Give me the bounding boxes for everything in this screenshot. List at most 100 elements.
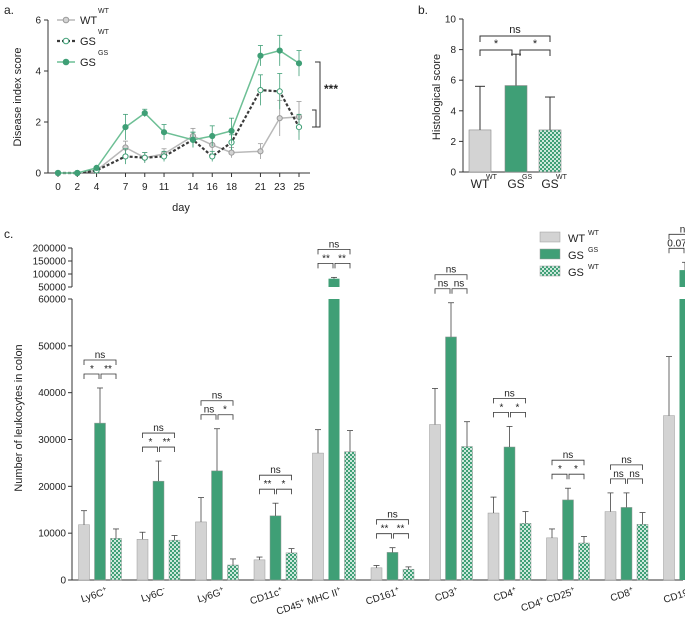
panel-c-sig-bracket (334, 262, 351, 269)
panel-b-category-sup: WT (556, 174, 568, 181)
panel-c-bar-upper (679, 270, 685, 287)
panel-a-ytick-label: 2 (35, 118, 41, 129)
panel-c-bar (312, 452, 324, 581)
panel-a-data-point (189, 136, 197, 143)
panel-a-xtick-label: 2 (74, 182, 80, 193)
panel-b-ytick-label: 10 (445, 15, 457, 26)
panel-a-xtick-label: 18 (226, 182, 238, 193)
panel-c-bar (168, 539, 181, 581)
panel-c-category-label: Ly6C+ (79, 585, 108, 605)
panel-c-sig-bracket (551, 459, 585, 466)
panel-c-category-label: CD3+ (433, 585, 460, 604)
panel-c-legend-label: WT (568, 233, 585, 245)
panel-c-sig-bracket (610, 464, 643, 470)
panel-c-sig-bracket (376, 533, 392, 539)
panel-c-bar (253, 559, 266, 581)
panel-a-data-point (141, 154, 148, 161)
panel-c-bar (402, 568, 415, 581)
panel-c-sig-label: ** (338, 253, 346, 264)
panel-c-bar (370, 567, 383, 581)
panel-c-sig-label: ns (212, 391, 223, 402)
panel-c-ytick-label: 20000 (38, 482, 66, 493)
panel-c-sig-label: * (558, 464, 562, 475)
panel-c-legend-swatch (539, 265, 561, 277)
panel-a-xtick-label: 0 (55, 182, 61, 193)
panel-a-data-point (257, 87, 264, 94)
panel-c-legend-sup: WT (588, 230, 600, 237)
panel-a-legend-marker (62, 58, 70, 66)
panel-c-bar (211, 470, 223, 581)
panel-c-bar (386, 552, 399, 581)
panel-b-category-sup: WT (486, 174, 498, 181)
panel-a-data-point (276, 47, 283, 54)
panel-b-ytick-label: 2 (450, 137, 456, 148)
panel-c-sig-bracket (317, 262, 334, 269)
panel-c-bar (94, 422, 106, 581)
panel-c-sig-bracket (217, 414, 234, 420)
panel-a-data-point (257, 148, 264, 155)
panel-c-category-label: CD161+ (364, 585, 401, 607)
panel-a-data-point (228, 149, 235, 156)
panel-a-sig-bracket-inner (312, 109, 317, 128)
panel-a-xtick-label: 11 (159, 182, 170, 193)
panel-a-legend-sup: GS (98, 50, 108, 57)
panel-c-bar (152, 480, 165, 581)
panel-c-sig-label: ns (270, 465, 281, 476)
panel-c-sig-label: ns (613, 469, 624, 480)
panel-c-sig-bracket (493, 397, 526, 404)
panel-b-bar (538, 129, 562, 173)
panel-c-sig-bracket (159, 446, 175, 453)
panel-c-sig-bracket (610, 478, 626, 484)
panel-a-label: a. (4, 3, 14, 17)
panel-c-bar-chart: Number of leukocytes in colon 0 10000 2000… (13, 224, 685, 618)
panel-c-bar (195, 521, 207, 581)
panel-c-sig-bracket (259, 474, 292, 481)
panel-b-sig-label: * (494, 38, 499, 50)
panel-c-sig-bracket (142, 446, 158, 453)
panel-b-bar (468, 129, 492, 173)
panel-c-bar (461, 446, 473, 581)
panel-c-category-label: Ly6G+ (196, 585, 226, 605)
panel-a-data-point (160, 153, 168, 160)
panel-c-category-label: CD11c+ (248, 585, 284, 607)
panel-c-bar (636, 524, 649, 581)
panel-a-xtick-label: 16 (207, 182, 219, 193)
panel-c-sig-label: 0.07 (667, 238, 685, 249)
panel-c-sig-label: ** (381, 524, 389, 535)
panel-c-ytick-label: 50000 (38, 283, 66, 294)
panel-a-xtick-label: 4 (94, 182, 100, 193)
panel-b-label: b. (418, 3, 428, 17)
panel-c-sig-label: * (90, 364, 94, 375)
panel-a-ylabel: Disease index score (12, 47, 24, 146)
panel-c-sig-label: * (282, 479, 286, 490)
panel-a-data-point (54, 169, 62, 177)
panel-a-data-point (228, 127, 235, 135)
panel-a-data-point (276, 115, 283, 122)
panel-a-series-line (58, 116, 300, 174)
panel-a-ytick-label: 0 (35, 169, 41, 180)
panel-c-sig-bracket (493, 411, 509, 418)
panel-a-data-point (122, 153, 129, 160)
panel-c-sig-bracket (510, 411, 526, 418)
panel-c-category-label: CD19+ (662, 585, 685, 606)
panel-c-bar (679, 299, 685, 580)
panel-c-ytick-label: 150000 (33, 257, 67, 268)
panel-b-category-label: GS (541, 177, 558, 191)
panel-c-sig-label: ns (387, 510, 398, 521)
panel-c-bar-upper (328, 278, 340, 287)
panel-c-ytick-label: 10000 (38, 529, 66, 540)
panel-c-bar (562, 499, 574, 581)
panel-c-bar (445, 336, 457, 581)
panel-a-ytick-label: 6 (35, 16, 41, 27)
panel-c-sig-label: ns (204, 405, 215, 416)
panel-a-data-point (276, 88, 283, 95)
panel-a-legend-sup: WT (98, 8, 110, 15)
panel-a-data-point (209, 153, 216, 160)
panel-a-xtick-label: 21 (255, 182, 267, 193)
panel-b-ylabel: Histological score (431, 54, 443, 140)
panel-c-sig-label: ns (504, 388, 515, 399)
panel-b-ytick-label: 8 (450, 45, 456, 56)
panel-a-line-chart: Disease index score day 0 2 4 6 0 2 4 7 9 11 14 16 1… (12, 8, 338, 214)
panel-a-significance: *** (324, 82, 338, 96)
panel-c-sig-bracket (200, 414, 217, 420)
